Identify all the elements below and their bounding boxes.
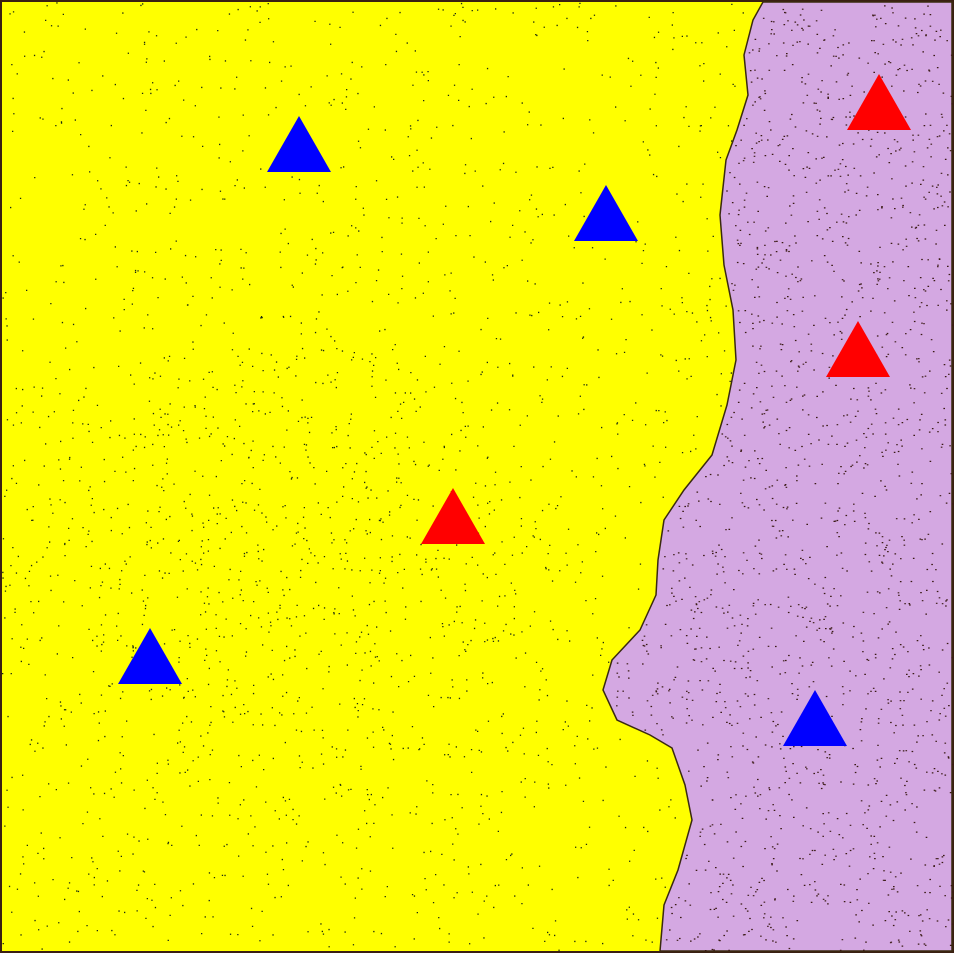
purple-region — [602, 1, 953, 952]
red-triangle-marker[interactable] — [826, 321, 890, 377]
blue-triangle-marker[interactable] — [267, 116, 331, 172]
blue-triangle-marker[interactable] — [574, 185, 638, 241]
blue-triangle-marker[interactable] — [118, 628, 182, 684]
markers-layer — [118, 74, 911, 746]
red-triangle-marker[interactable] — [847, 74, 911, 130]
red-triangle-marker[interactable] — [421, 488, 485, 544]
blue-triangle-marker[interactable] — [783, 690, 847, 746]
